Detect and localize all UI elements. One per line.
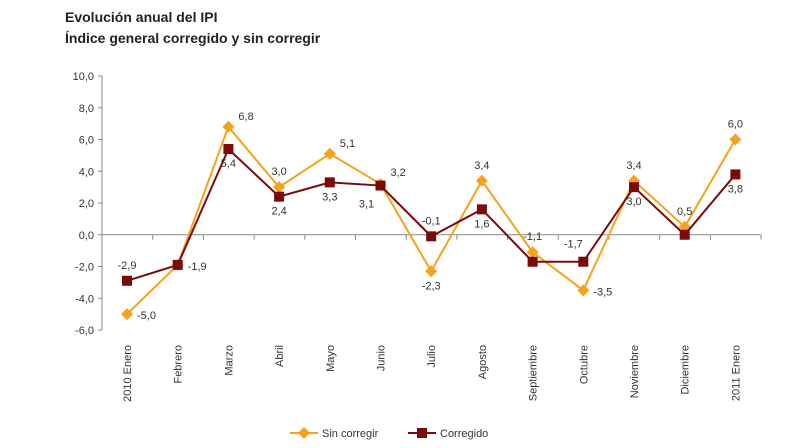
legend-diamond-icon <box>298 427 310 439</box>
x-tick-label: Noviembre <box>629 345 641 398</box>
data-label: -3,5 <box>593 286 612 298</box>
data-label: -1,7 <box>564 239 583 251</box>
data-point-sin-corregir <box>729 133 742 146</box>
data-label: 6,8 <box>238 111 253 123</box>
x-tick-label: 2010 Enero <box>122 345 134 402</box>
x-tick-label: Marzo <box>223 345 235 376</box>
x-tick-label: Junio <box>376 345 388 371</box>
y-tick-label: -6,0 <box>75 325 94 337</box>
x-tick-label: Mayo <box>325 345 337 372</box>
data-point-corregido <box>578 256 589 267</box>
data-point-sin-corregir <box>526 246 539 259</box>
data-label: -0,1 <box>422 215 441 227</box>
chart-title: Evolución anual del IPI <box>65 9 218 25</box>
x-tick-label: Diciembre <box>680 345 692 395</box>
data-point-corregido <box>375 180 386 191</box>
x-tick-label: Septiembre <box>528 345 540 401</box>
data-label: 3,4 <box>474 160 489 172</box>
data-point-corregido <box>527 256 538 267</box>
data-point-corregido <box>324 177 335 188</box>
data-point-corregido <box>476 204 487 215</box>
x-tick-label: 2011 Enero <box>730 345 742 401</box>
data-point-sin-corregir <box>577 284 590 297</box>
data-point-corregido <box>172 259 183 270</box>
y-tick-label: 8,0 <box>79 103 94 115</box>
y-tick-label: 2,0 <box>79 198 94 210</box>
data-label: -1,1 <box>523 231 542 243</box>
chart-subtitle: Índice general corregido y sin corregir <box>65 30 321 46</box>
data-label: -2,3 <box>422 280 441 292</box>
data-point-sin-corregir <box>425 265 438 278</box>
data-label: 5,1 <box>340 138 355 150</box>
y-tick-label: 4,0 <box>79 166 94 178</box>
data-point-corregido <box>122 275 132 286</box>
data-point-sin-corregir <box>273 181 286 194</box>
legend-label: Sin corregir <box>322 428 379 440</box>
legend-label: Corregido <box>440 428 488 440</box>
data-point-corregido <box>730 169 741 180</box>
data-point-sin-corregir <box>475 174 488 187</box>
data-label: -5,0 <box>137 310 156 322</box>
data-point-corregido <box>629 182 639 193</box>
data-label: 6,0 <box>728 119 743 131</box>
legend-square-icon <box>417 428 427 438</box>
data-point-corregido <box>274 191 285 202</box>
y-tick-label: 10,0 <box>73 71 94 83</box>
y-tick-label: 0,0 <box>79 230 94 242</box>
data-label: 3,4 <box>626 160 641 172</box>
data-label: 3,0 <box>626 196 641 208</box>
data-label: 5,4 <box>221 158 236 170</box>
x-tick-label: Octubre <box>578 345 590 384</box>
data-label: -2,9 <box>118 260 137 272</box>
x-tick-label: Febrero <box>173 345 185 384</box>
data-label: 3,0 <box>271 166 286 178</box>
data-label: 3,1 <box>359 199 374 211</box>
y-tick-label: 6,0 <box>79 135 94 147</box>
data-point-sin-corregir <box>121 308 133 321</box>
data-point-sin-corregir <box>222 120 235 133</box>
data-label: 1,6 <box>474 218 489 230</box>
data-label: 3,8 <box>728 183 743 195</box>
data-point-corregido <box>426 231 437 242</box>
x-tick-label: Agosto <box>477 345 489 379</box>
data-point-corregido <box>223 144 234 155</box>
x-tick-label: Abril <box>274 345 286 367</box>
data-label: 2,4 <box>271 206 286 218</box>
data-label: 3,2 <box>391 167 406 179</box>
data-point-corregido <box>679 229 690 240</box>
data-point-sin-corregir <box>323 147 336 160</box>
data-label: 3,3 <box>322 191 337 203</box>
data-label: 0,5 <box>677 206 692 218</box>
y-tick-label: -2,0 <box>75 262 94 274</box>
data-label: -1,9 <box>188 261 207 273</box>
x-tick-label: Julio <box>426 345 438 368</box>
y-tick-label: -4,0 <box>75 293 94 305</box>
